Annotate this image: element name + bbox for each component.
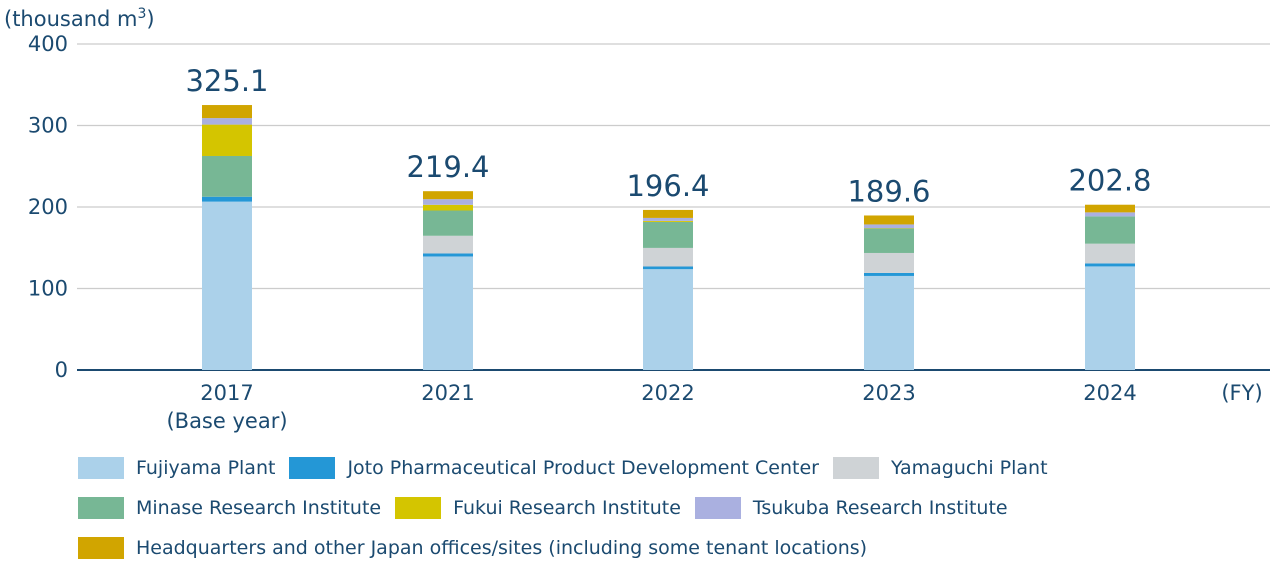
total-label: 202.8 — [1068, 164, 1151, 198]
legend-item: Joto Pharmaceutical Product Development … — [289, 457, 819, 479]
bar-segment — [423, 256, 473, 370]
x-tick-sublabel: (Base year) — [166, 409, 287, 433]
bar-segment — [864, 224, 914, 229]
bar-segment — [202, 201, 252, 370]
bar-segment — [423, 253, 473, 257]
y-tick-label: 0 — [55, 358, 68, 382]
legend-swatch — [289, 457, 336, 479]
legend-label: Fujiyama Plant — [136, 457, 276, 479]
y-axis-label: (thousand m3) — [4, 6, 155, 31]
bar-segment — [864, 252, 914, 273]
legend-row: Fujiyama Plant Joto Pharmaceutical Produc… — [78, 448, 1278, 488]
bar-segment — [1085, 212, 1135, 217]
legend-item: Minase Research Institute — [78, 497, 381, 519]
x-tick-label: 2017 — [200, 381, 253, 405]
total-label: 325.1 — [185, 64, 268, 98]
legend-label: Joto Pharmaceutical Product Development … — [347, 457, 819, 479]
legend-label: Minase Research Institute — [136, 497, 382, 519]
bar-segment — [423, 199, 473, 205]
bar-segment — [1085, 216, 1135, 244]
bar-segment — [643, 247, 693, 267]
legend-label: Tsukuba Research Institute — [752, 497, 1008, 519]
bar-segment — [423, 210, 473, 236]
total-label: 219.4 — [406, 150, 489, 184]
total-label: 189.6 — [847, 174, 930, 208]
legend-swatch — [395, 497, 442, 519]
x-axis-label: (FY) — [1221, 381, 1262, 405]
legend-row: Headquarters and other Japan offices/sit… — [78, 528, 1278, 568]
legend-item: Headquarters and other Japan offices/sit… — [78, 537, 867, 559]
legend-swatch — [78, 497, 124, 519]
legend-row: Minase Research Institute Fukui Research … — [78, 488, 1278, 528]
bar-segment — [643, 217, 693, 221]
bar-segment — [202, 124, 252, 156]
legend-swatch — [694, 497, 741, 519]
legend-item: Yamaguchi Plant — [832, 457, 1048, 479]
y-tick-label: 300 — [28, 114, 68, 138]
bar-segment — [423, 191, 473, 200]
bar-segment — [202, 118, 252, 125]
bar-segment — [1085, 266, 1135, 370]
bar-segment — [864, 272, 914, 276]
y-tick-label: 400 — [28, 32, 68, 56]
x-tick-label: 2022 — [641, 381, 694, 405]
y-tick-label: 200 — [28, 195, 68, 219]
legend-swatch — [78, 457, 124, 479]
x-tick-label: 2021 — [421, 381, 474, 405]
bar-segment — [643, 266, 693, 270]
legend: Fujiyama Plant Joto Pharmaceutical Produc… — [78, 448, 1278, 568]
bar-segment — [1085, 204, 1135, 213]
legend-swatch — [832, 457, 879, 479]
stacked-bar-chart: (thousand m3) 0 100 200 300 400 325.1 2017 (Ba… — [4, 6, 1270, 433]
bar-segment — [864, 228, 914, 253]
legend-label: Headquarters and other Japan offices/sit… — [136, 537, 868, 559]
bar-segment — [202, 196, 252, 202]
total-label: 196.4 — [626, 169, 709, 203]
legend-label: Fukui Research Institute — [453, 497, 681, 519]
legend-item: Fukui Research Institute — [395, 497, 681, 519]
bar-segment — [643, 220, 693, 222]
bar-segment — [643, 221, 693, 248]
bar-segment — [423, 235, 473, 254]
bar-segment — [423, 204, 473, 211]
bar-segment — [864, 275, 914, 370]
legend-label: Yamaguchi Plant — [890, 457, 1048, 479]
legend-swatch — [78, 537, 124, 559]
y-tick-label: 100 — [28, 277, 68, 301]
legend-item: Tsukuba Research Institute — [694, 497, 1008, 519]
bar-segment — [1085, 263, 1135, 267]
bar-segment — [202, 105, 252, 119]
bar-segment — [643, 209, 693, 218]
x-tick-label: 2024 — [1083, 381, 1136, 405]
bar-segment — [202, 155, 252, 197]
x-tick-label: 2023 — [862, 381, 915, 405]
bar-segment — [864, 215, 914, 225]
legend-item: Fujiyama Plant — [78, 457, 275, 479]
bar-segment — [643, 269, 693, 370]
bar-segment — [1085, 243, 1135, 264]
